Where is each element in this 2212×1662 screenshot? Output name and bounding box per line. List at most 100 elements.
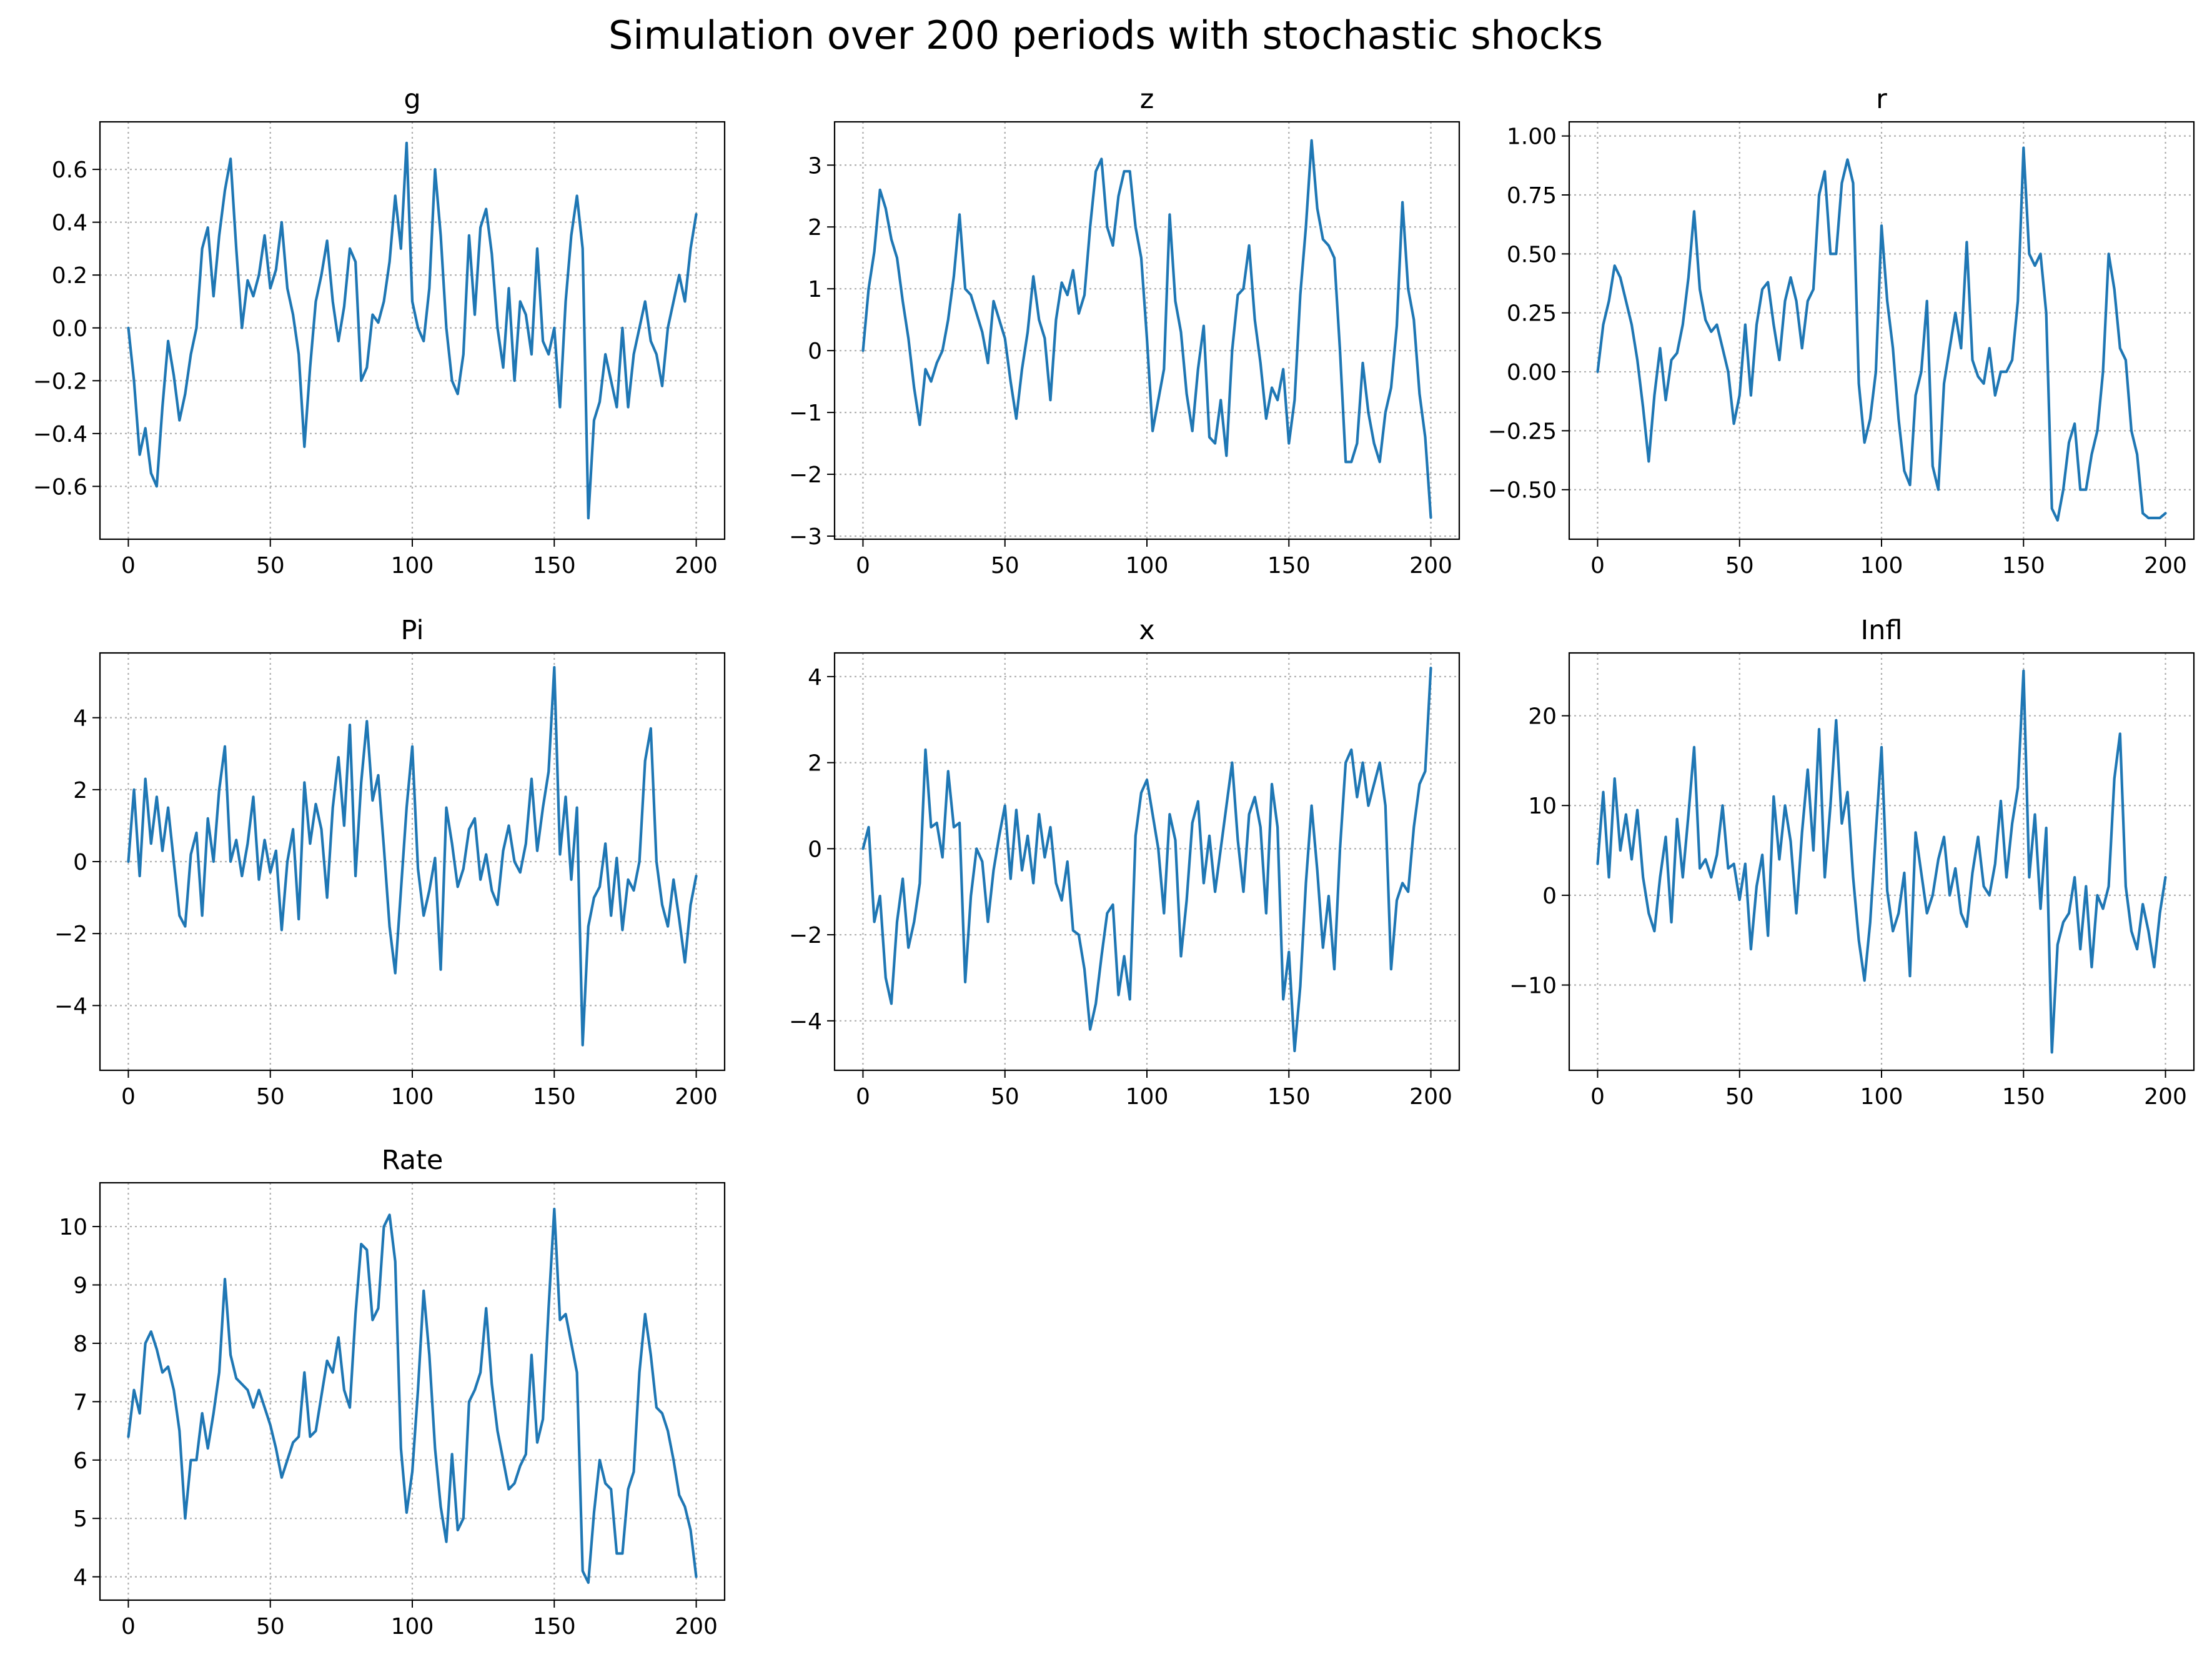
y-tick-label-infl-2: 10	[1528, 794, 1557, 819]
x-tick-label-pi-1: 50	[256, 1084, 285, 1110]
y-tick-label-z-3: 0	[808, 339, 822, 364]
x-tick-label-g-1: 50	[256, 553, 285, 579]
y-tick-label-g-6: 0.6	[52, 157, 87, 183]
subplot-z: 0 50 100 150 200 −3 −2 −1 0 1 2 3 z	[789, 84, 1461, 579]
y-tick-label-infl-3: 20	[1528, 704, 1557, 730]
subplot-rate: 0 50 100 150 200 4 5 6 7 8 9 10 Rate	[59, 1145, 726, 1640]
y-tick-label-z-4: 1	[808, 277, 822, 302]
y-tick-label-g-1: −0.4	[33, 422, 87, 447]
y-tick-label-rate-2: 6	[73, 1448, 87, 1474]
x-tick-label-pi-3: 150	[533, 1084, 576, 1110]
y-tick-label-pi-1: −2	[54, 922, 87, 947]
x-tick-label-r-0: 0	[1590, 553, 1605, 579]
x-tick-label-rate-4: 200	[675, 1614, 718, 1640]
y-tick-label-pi-4: 4	[73, 706, 87, 732]
x-tick-label-pi-2: 100	[391, 1084, 434, 1110]
y-tick-label-g-5: 0.4	[52, 211, 87, 236]
series-line-pi	[127, 665, 698, 1047]
subplot-r: 0 50 100 150 200 −0.50 −0.25 0.00 0.25 0.50 0.75 1.…	[1488, 84, 2195, 579]
x-tick-label-g-0: 0	[121, 553, 136, 579]
y-tick-label-rate-5: 9	[73, 1273, 87, 1298]
y-tick-label-r-0: −0.50	[1488, 478, 1557, 504]
series-line-rate	[127, 1207, 698, 1585]
y-tick-label-x-1: −2	[789, 923, 822, 948]
y-tick-label-z-6: 3	[808, 153, 822, 179]
series-line-infl	[1596, 669, 2167, 1054]
x-tick-label-x-3: 150	[1267, 1084, 1311, 1110]
x-tick-label-infl-3: 150	[2002, 1084, 2045, 1110]
y-tick-label-rate-6: 10	[59, 1215, 87, 1240]
x-tick-label-infl-1: 50	[1725, 1084, 1754, 1110]
y-tick-label-x-4: 4	[808, 665, 822, 690]
x-tick-label-z-1: 50	[991, 553, 1019, 579]
x-tick-label-z-3: 150	[1267, 553, 1311, 579]
x-tick-label-pi-4: 200	[675, 1084, 718, 1110]
y-tick-label-x-3: 2	[808, 751, 822, 777]
x-tick-label-z-2: 100	[1126, 553, 1169, 579]
y-tick-label-z-1: −2	[789, 462, 822, 488]
y-tick-label-z-5: 2	[808, 215, 822, 241]
series-line-x	[861, 666, 1432, 1053]
y-tick-label-rate-1: 5	[73, 1506, 87, 1532]
subplot-title-g: g	[404, 84, 420, 115]
series-line-r	[1596, 146, 2167, 522]
y-tick-label-r-5: 0.75	[1507, 183, 1557, 209]
y-tick-label-r-1: −0.25	[1488, 419, 1557, 444]
y-tick-label-r-2: 0.00	[1507, 360, 1557, 386]
x-tick-label-x-1: 50	[991, 1084, 1019, 1110]
subplot-g: 0 50 100 150 200 −0.6 −0.4 −0.2 0.0 0.2 0.4 0.6 g	[33, 84, 726, 579]
y-tick-label-g-3: 0.0	[52, 316, 87, 342]
x-tick-label-g-4: 200	[675, 553, 718, 579]
y-tick-label-infl-0: −10	[1509, 973, 1557, 999]
subplot-title-x: x	[1139, 615, 1154, 646]
x-tick-label-g-2: 100	[391, 553, 434, 579]
x-tick-label-z-4: 200	[1409, 553, 1452, 579]
x-tick-label-infl-0: 0	[1590, 1084, 1605, 1110]
x-tick-label-r-4: 200	[2144, 553, 2187, 579]
x-tick-label-x-2: 100	[1126, 1084, 1169, 1110]
x-tick-label-r-2: 100	[1860, 553, 1903, 579]
series-line-z	[861, 139, 1432, 519]
y-tick-label-z-0: −3	[789, 524, 822, 550]
x-tick-label-infl-4: 200	[2144, 1084, 2187, 1110]
subplot-title-r: r	[1876, 84, 1887, 115]
x-tick-label-x-4: 200	[1409, 1084, 1452, 1110]
x-tick-label-g-3: 150	[533, 553, 576, 579]
subplot-grid: 0 50 100 150 200−0.6−0.4−0.20.00.20.40.6g0 50…	[33, 84, 2195, 1640]
subplot-title-pi: Pi	[401, 615, 424, 646]
y-tick-label-infl-1: 0	[1542, 883, 1557, 909]
subplot-pi: 0 50 100 150 200 −4 −2 0 2 4 Pi	[54, 615, 726, 1110]
y-tick-label-g-2: −0.2	[33, 369, 87, 394]
y-tick-label-rate-0: 4	[73, 1565, 87, 1591]
y-tick-label-pi-0: −4	[54, 993, 87, 1019]
y-tick-label-g-4: 0.2	[52, 263, 87, 289]
y-tick-label-pi-2: 0	[73, 850, 87, 875]
subplot-title-z: z	[1140, 84, 1154, 115]
series-line-g	[127, 141, 698, 520]
x-tick-label-rate-3: 150	[533, 1614, 576, 1640]
y-tick-label-z-2: −1	[789, 401, 822, 426]
figure-title: Simulation over 200 periods with stochas…	[608, 12, 1603, 58]
y-tick-label-rate-3: 7	[73, 1390, 87, 1415]
y-tick-label-pi-3: 2	[73, 778, 87, 804]
x-tick-label-rate-1: 50	[256, 1614, 285, 1640]
x-tick-label-pi-0: 0	[121, 1084, 136, 1110]
y-tick-label-r-4: 0.50	[1507, 242, 1557, 267]
y-tick-label-r-6: 1.00	[1507, 124, 1557, 150]
y-tick-label-g-0: −0.6	[33, 474, 87, 500]
subplot-title-rate: Rate	[382, 1145, 444, 1176]
x-tick-label-infl-2: 100	[1860, 1084, 1903, 1110]
y-tick-label-rate-4: 8	[73, 1331, 87, 1357]
y-tick-label-r-3: 0.25	[1507, 301, 1557, 327]
x-tick-label-x-0: 0	[856, 1084, 870, 1110]
x-tick-label-r-1: 50	[1725, 553, 1754, 579]
subplot-x: 0 50 100 150 200 −4 −2 0 2 4 x	[789, 615, 1461, 1110]
y-tick-label-x-2: 0	[808, 837, 822, 862]
x-tick-label-r-3: 150	[2002, 553, 2045, 579]
x-tick-label-rate-2: 100	[391, 1614, 434, 1640]
x-tick-label-z-0: 0	[856, 553, 870, 579]
x-tick-label-rate-0: 0	[121, 1614, 136, 1640]
subplot-title-infl: Infl	[1860, 615, 1902, 646]
